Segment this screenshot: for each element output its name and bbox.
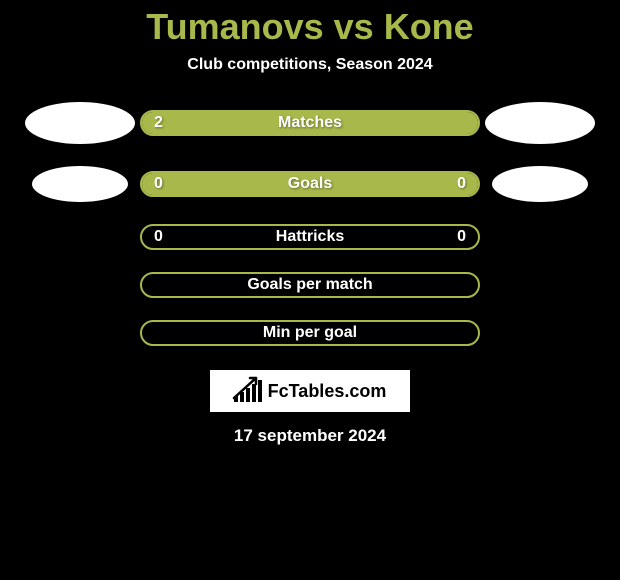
player-avatar-right [492, 166, 588, 202]
stat-bar: Min per goal [140, 320, 480, 346]
stat-rows: 2 Matches 0 Goals 0 0 Hattricks 0 Goals per matc… [20, 102, 600, 368]
player-avatar-left [25, 102, 135, 144]
avatar-slot-left [20, 102, 140, 144]
stat-value-left: 0 [154, 175, 163, 193]
avatar-slot-left [20, 166, 140, 202]
stat-row: Min per goal [20, 320, 600, 346]
page-title: Tumanovs vs Kone [146, 6, 473, 48]
stat-bar: Goals per match [140, 272, 480, 298]
stat-label: Min per goal [263, 324, 357, 342]
avatar-slot-right [480, 102, 600, 144]
stat-value-right: 0 [457, 228, 466, 246]
stat-bar: 0 Goals 0 [140, 171, 480, 197]
player-avatar-left [32, 166, 128, 202]
avatar-slot-right [480, 166, 600, 202]
player-avatar-right [485, 102, 595, 144]
stat-value-right: 0 [457, 175, 466, 193]
date-label: 17 september 2024 [234, 426, 386, 446]
chart-icon [234, 380, 262, 402]
stat-value-left: 0 [154, 228, 163, 246]
brand-text: FcTables.com [268, 381, 387, 402]
stat-row: 0 Hattricks 0 [20, 224, 600, 250]
stat-row: 2 Matches [20, 102, 600, 144]
page-subtitle: Club competitions, Season 2024 [187, 56, 432, 74]
stat-value-left: 2 [154, 114, 163, 132]
stat-label: Hattricks [276, 228, 344, 246]
arrow-icon [232, 374, 262, 400]
stat-label: Goals per match [247, 276, 372, 294]
stat-label: Goals [288, 175, 332, 193]
stat-label: Matches [278, 114, 342, 132]
stat-row: Goals per match [20, 272, 600, 298]
stat-row: 0 Goals 0 [20, 166, 600, 202]
infographic-container: Tumanovs vs Kone Club competitions, Seas… [0, 0, 620, 580]
stat-bar: 0 Hattricks 0 [140, 224, 480, 250]
stat-bar: 2 Matches [140, 110, 480, 136]
brand-logo: FcTables.com [210, 370, 411, 412]
